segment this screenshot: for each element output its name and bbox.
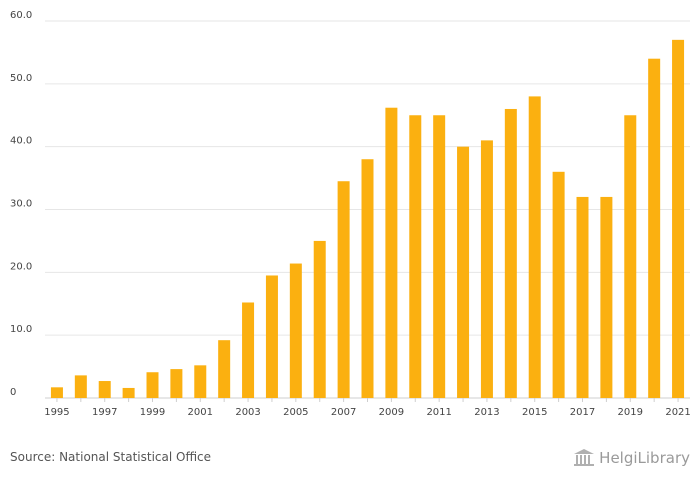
x-tick-label: 1999 xyxy=(140,407,165,418)
y-tick-label: 10.0 xyxy=(10,324,32,335)
x-tick-label: 2015 xyxy=(522,407,547,418)
x-tick-label: 2001 xyxy=(188,407,213,418)
bar-1995 xyxy=(50,387,63,398)
bar-2006 xyxy=(313,240,326,398)
helgi-library-logo[interactable]: HelgiLibrary xyxy=(573,449,690,467)
bar-2021 xyxy=(672,39,685,398)
x-tick-label: 2013 xyxy=(474,407,499,418)
brand-name: HelgiLibrary xyxy=(599,449,690,467)
x-tick-label: 2019 xyxy=(618,407,643,418)
source-note: Source: National Statistical Office xyxy=(10,450,212,464)
y-tick-label: 40.0 xyxy=(10,136,32,147)
bar-2017 xyxy=(576,196,589,398)
x-tick-label: 2005 xyxy=(283,407,308,418)
bars xyxy=(50,39,685,399)
x-tick-label: 1995 xyxy=(44,407,69,418)
bar-chart: 0 10.0 20.0 30.0 40.0 50.0 60.0 1995 1997 1999 20… xyxy=(10,10,691,418)
bar-2019 xyxy=(624,115,637,398)
bar-2015 xyxy=(528,96,541,399)
y-tick-label: 50.0 xyxy=(10,73,32,84)
bar-2010 xyxy=(409,115,422,398)
bar-1997 xyxy=(98,381,111,398)
bar-2007 xyxy=(337,181,350,398)
bar-2016 xyxy=(552,171,565,398)
bar-2013 xyxy=(480,140,493,398)
x-tick-label: 2011 xyxy=(426,407,451,418)
x-tick-label: 1997 xyxy=(92,407,117,418)
y-tick-label: 30.0 xyxy=(10,199,32,210)
bar-1999 xyxy=(146,372,159,398)
bar-1998 xyxy=(122,387,135,398)
bar-2018 xyxy=(600,196,613,398)
x-tick-label: 2021 xyxy=(665,407,690,418)
y-tick-label: 60.0 xyxy=(10,10,32,21)
x-axis-labels: 1995 1997 1999 2001 2003 2005 2007 2009 2011 2013… xyxy=(44,398,691,418)
bar-2002 xyxy=(218,340,231,398)
bar-2003 xyxy=(242,302,255,398)
x-tick-label: 2007 xyxy=(331,407,356,418)
bar-2014 xyxy=(504,108,517,398)
bar-2001 xyxy=(194,365,207,398)
bar-2004 xyxy=(265,275,278,398)
bar-2000 xyxy=(170,369,183,398)
bar-2020 xyxy=(648,58,661,398)
library-building-icon xyxy=(574,449,595,466)
bar-2011 xyxy=(433,115,446,398)
y-tick-label: 0 xyxy=(10,387,16,398)
x-tick-label: 2009 xyxy=(379,407,404,418)
x-tick-label: 2003 xyxy=(235,407,260,418)
y-axis-labels: 0 10.0 20.0 30.0 40.0 50.0 60.0 xyxy=(10,10,32,398)
x-tick-label: 2017 xyxy=(570,407,595,418)
bar-2009 xyxy=(385,107,398,399)
y-tick-label: 20.0 xyxy=(10,261,32,272)
bar-2005 xyxy=(289,263,302,398)
bar-2012 xyxy=(457,146,470,398)
bar-1996 xyxy=(74,375,87,398)
bar-2008 xyxy=(361,159,374,398)
